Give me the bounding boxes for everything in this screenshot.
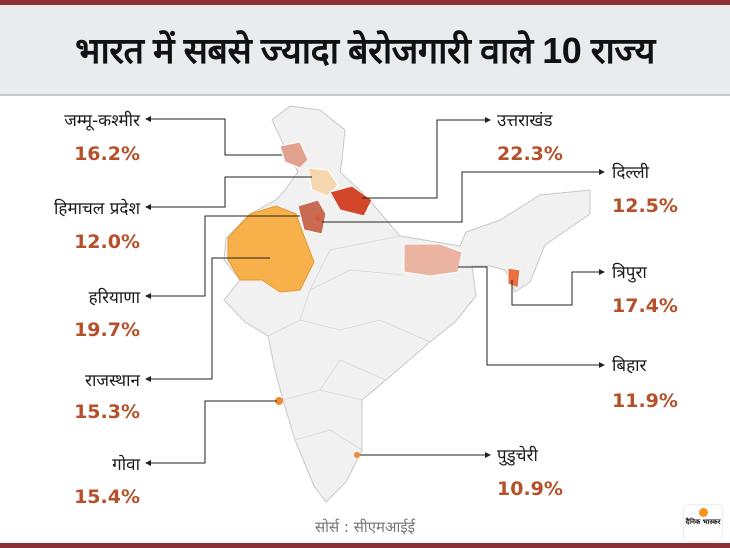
value-delhi: 12.5% — [612, 195, 678, 217]
value-goa: 15.4% — [74, 486, 140, 508]
source-text: सोर्स : सीएमआईई — [314, 518, 416, 536]
connector-tripura — [511, 271, 602, 306]
page-title: भारत में सबसे ज्यादा बेरोजगारी वाले 10 र… — [75, 30, 655, 71]
value-rajasthan: 15.3% — [74, 401, 140, 423]
value-bihar: 11.9% — [612, 390, 678, 412]
connector-goa — [148, 400, 277, 464]
label-goa: गोवा — [112, 455, 140, 475]
header: भारत में सबसे ज्यादा बेरोजगारी वाले 10 र… — [0, 5, 730, 96]
value-tripura: 17.4% — [612, 295, 678, 317]
bottom-accent-bar — [0, 543, 730, 548]
connector-lines — [148, 118, 602, 464]
connector-arrowheads — [145, 116, 605, 466]
state-delhi — [315, 215, 321, 221]
value-himachal-pradesh: 12.0% — [74, 231, 140, 253]
connector-rajasthan — [148, 257, 270, 380]
state-borders — [267, 235, 431, 451]
state-goa — [275, 397, 283, 405]
label-himachal-pradesh: हिमाचल प्रदेश — [54, 199, 140, 219]
label-haryana: हरियाणा — [88, 288, 140, 308]
value-haryana: 19.7% — [74, 319, 140, 341]
label-rajasthan: राजस्थान — [85, 371, 140, 391]
connector-uttarakhand — [362, 119, 488, 199]
label-bihar: बिहार — [612, 356, 647, 376]
logo-text: दैनिक भास्कर — [685, 518, 721, 526]
state-bihar — [403, 243, 463, 277]
state-jammu-kashmir — [279, 141, 309, 169]
connector-hp — [148, 176, 312, 208]
connector-jk — [148, 118, 282, 156]
state-uttarakhand — [329, 185, 373, 217]
value-puducherry: 10.9% — [497, 478, 563, 500]
sun-icon — [698, 508, 708, 517]
state-himachal-pradesh — [307, 167, 339, 197]
label-jammu-kashmir: जम्मू-कश्मीर — [64, 111, 140, 131]
state-rajasthan — [227, 205, 315, 293]
state-haryana — [297, 199, 327, 235]
value-jammu-kashmir: 16.2% — [74, 143, 140, 165]
label-delhi: दिल्ली — [612, 163, 650, 183]
dainik-bhaskar-logo: दैनिक भास्कर — [684, 505, 722, 541]
label-tripura: त्रिपुरा — [612, 263, 647, 283]
connector-haryana — [148, 215, 300, 297]
state-puducherry — [354, 452, 360, 458]
state-tripura — [507, 267, 521, 289]
connector-delhi — [322, 171, 602, 223]
connector-bihar — [458, 266, 602, 366]
label-puducherry: पुडुचेरी — [497, 446, 538, 466]
value-uttarakhand: 22.3% — [497, 143, 563, 165]
label-uttarakhand: उत्तराखंड — [497, 111, 553, 131]
top-accent-bar — [0, 0, 730, 5]
